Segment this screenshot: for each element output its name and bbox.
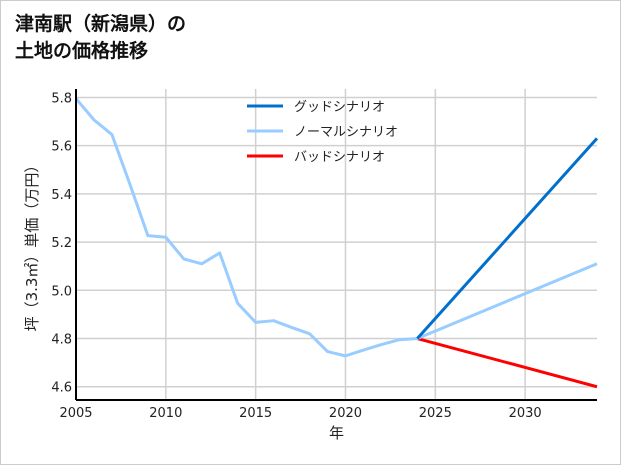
title-line-1: 津南駅（新潟県）の bbox=[15, 13, 187, 35]
y-tick-label: 5.2 bbox=[51, 236, 72, 251]
legend-label: バッドシナリオ bbox=[294, 150, 385, 165]
y-axis-label: 坪（3.3㎡）単価（万円） bbox=[23, 158, 41, 332]
y-tick-label: 5.8 bbox=[51, 91, 72, 106]
y-tick-label: 5.0 bbox=[51, 284, 72, 299]
title-line-2: 土地の価格推移 bbox=[15, 40, 149, 62]
series-line bbox=[74, 97, 598, 358]
x-tick-label: 2030 bbox=[509, 406, 542, 421]
y-tick-label: 4.6 bbox=[51, 381, 72, 396]
x-tick-label: 2015 bbox=[239, 406, 272, 421]
x-tick-label: 2020 bbox=[329, 406, 362, 421]
legend-label: ノーマルシナリオ bbox=[294, 125, 398, 140]
x-axis-label: 年 bbox=[329, 424, 344, 442]
x-tick-label: 2005 bbox=[59, 406, 92, 421]
y-tick-label: 4.8 bbox=[51, 333, 72, 348]
legend-label: グッドシナリオ bbox=[294, 100, 385, 115]
chart-title: 津南駅（新潟県）の 土地の価格推移 bbox=[15, 11, 186, 65]
series-line bbox=[416, 337, 598, 389]
series-line bbox=[416, 137, 599, 340]
y-tick-label: 5.4 bbox=[51, 188, 72, 203]
y-tick-label: 5.6 bbox=[51, 140, 72, 155]
x-tick-label: 2025 bbox=[419, 406, 452, 421]
x-tick-label: 2010 bbox=[149, 406, 182, 421]
